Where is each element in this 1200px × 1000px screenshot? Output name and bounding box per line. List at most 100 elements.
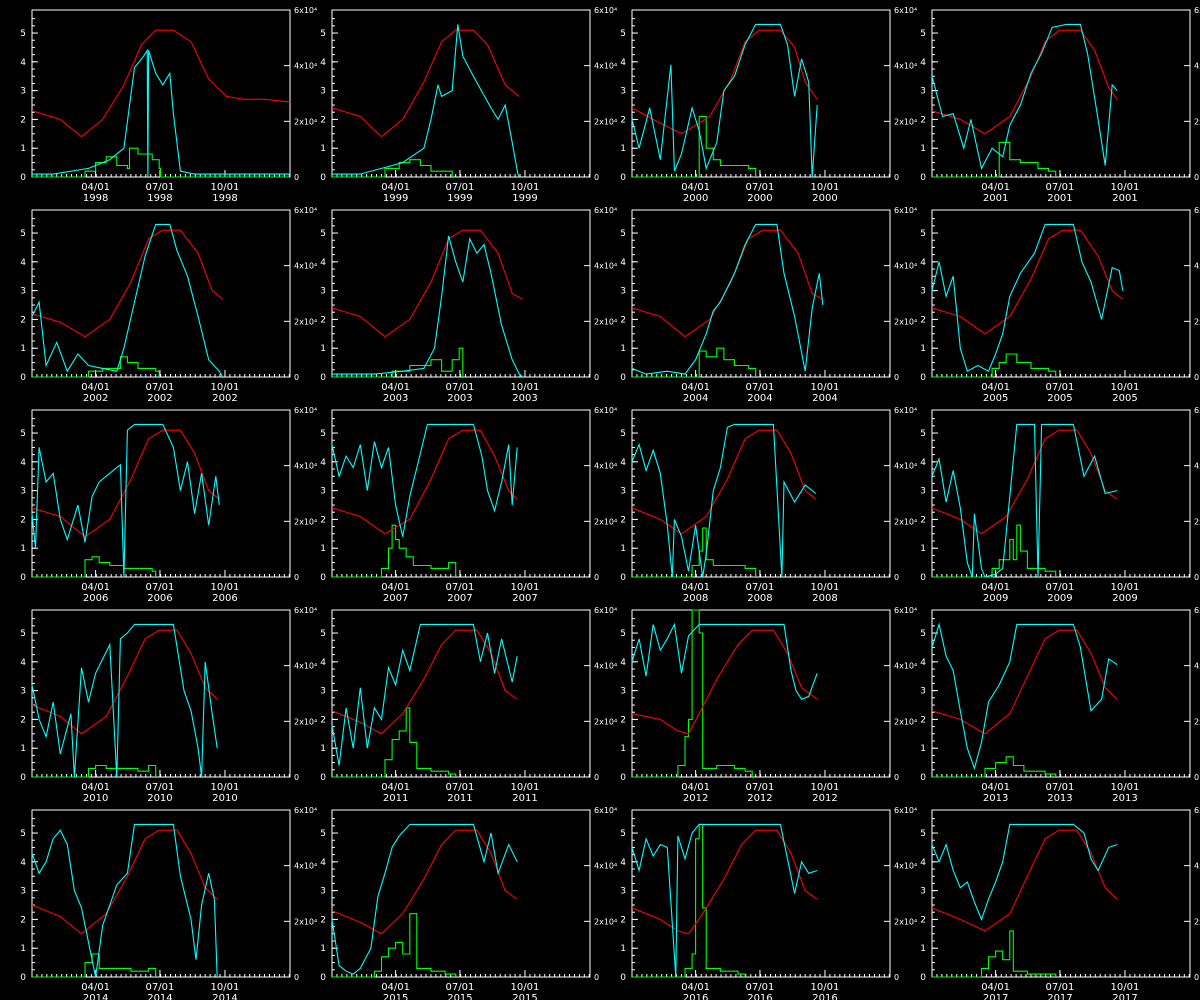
panel-2015: 0 1 2 3 4 5 0 2x10⁴ 4x10⁴ 6x10⁴ 04/01 2015 07/01 2015…	[300, 800, 617, 1000]
x-tick-label-year: 2001	[1047, 193, 1072, 204]
x-tick-label-date: 10/01	[211, 382, 240, 393]
x-tick-label-date: 10/01	[511, 382, 540, 393]
y2-tick-label: 6x10⁴	[594, 606, 617, 615]
panel-svg-2015: 01234502x10⁴4x10⁴6x10⁴04/01201507/012015…	[320, 806, 617, 1000]
red-series-line	[631, 29, 818, 135]
y-tick-label: 4	[620, 458, 626, 468]
x-tick-label-year: 2004	[683, 393, 708, 404]
x-tick-label-date: 10/01	[211, 582, 240, 593]
panel-svg-2016: 01234502x10⁴4x10⁴6x10⁴04/01201607/012016…	[620, 806, 917, 1000]
plot-frame	[931, 409, 1191, 578]
cyan-series-line	[332, 235, 524, 378]
x-tick-label-date: 04/01	[81, 582, 110, 593]
panel-2003: 0 1 2 3 4 5 0 2x10⁴ 4x10⁴ 6x10⁴ 04/01 2003 07/01 2003…	[300, 200, 617, 404]
x-tick-label-date: 10/01	[811, 982, 840, 993]
plot-frame	[31, 409, 291, 578]
green-series-line	[32, 556, 157, 578]
plot-frame	[31, 809, 291, 978]
x-tick-label-date: 10/01	[811, 582, 840, 593]
y2-tick-label: 0	[594, 973, 599, 982]
panel-svg-2003: 01234502x10⁴4x10⁴6x10⁴04/01200307/012003…	[320, 206, 617, 404]
y-tick-label: 5	[920, 229, 926, 239]
plot-frame	[931, 209, 1191, 378]
y2-tick-label: 4x10⁴	[294, 262, 317, 271]
y-tick-label: 4	[320, 658, 326, 668]
y-tick-label: 3	[20, 87, 26, 97]
y-tick-label: 5	[620, 829, 626, 839]
plot-frame	[631, 409, 891, 578]
y2-tick-label: 2x10⁴	[594, 517, 617, 526]
y-tick-label: 5	[320, 229, 326, 239]
x-tick-label-date: 10/01	[211, 782, 240, 793]
cyan-series-line	[31, 223, 224, 378]
y-tick-label: 3	[320, 287, 326, 297]
x-tick-label-date: 07/01	[746, 582, 775, 593]
green-series-line	[932, 141, 1057, 178]
x-tick-label-year: 2009	[983, 593, 1008, 604]
plot-frame	[31, 9, 291, 178]
red-series-line	[331, 229, 524, 338]
y-tick-label: 0	[620, 973, 626, 983]
y-tick-label: 0	[620, 573, 626, 583]
x-tick-label-year: 2013	[1047, 793, 1072, 804]
y-tick-label: 0	[920, 573, 926, 583]
cyan-series-line	[931, 622, 1118, 771]
y2-tick-label: 2x10⁴	[294, 517, 317, 526]
x-tick-label-date: 07/01	[446, 182, 475, 193]
panel-2005: 01234502x10⁴4x10⁴6x10⁴04/01200507/012005…	[900, 200, 1200, 404]
y2-tick-label: 0	[1194, 973, 1199, 982]
green-series-line	[32, 356, 160, 378]
red-series-line	[31, 429, 220, 538]
x-tick-label-year: 2001	[983, 193, 1008, 204]
y2-tick-label: 2x10⁴	[1194, 717, 1200, 726]
y-tick-label: 1	[20, 744, 26, 754]
y2-tick-label: 6x10⁴	[894, 806, 917, 815]
cyan-series-line	[931, 223, 1124, 373]
x-tick-label-year: 2008	[747, 593, 772, 604]
y-tick-label: 4	[20, 458, 26, 468]
x-tick-label-year: 1998	[83, 193, 108, 204]
y-tick-label: 3	[620, 487, 626, 497]
green-series-line	[632, 347, 757, 378]
x-tick-label-year: 2016	[812, 993, 837, 1000]
x-tick-label-year: 2007	[383, 593, 408, 604]
x-tick-label-date: 07/01	[446, 382, 475, 393]
x-tick-label-year: 1998	[212, 193, 237, 204]
x-tick-label-year: 2008	[812, 593, 837, 604]
x-tick-label-year: 2017	[983, 993, 1008, 1000]
cyan-series-line	[31, 423, 220, 578]
y-tick-label: 5	[920, 429, 926, 439]
y-tick-label: 4	[320, 858, 326, 868]
y2-tick-label: 4x10⁴	[1194, 662, 1200, 671]
green-series-line	[332, 913, 457, 978]
y-tick-label: 0	[320, 773, 326, 783]
y-tick-label: 5	[620, 229, 626, 239]
y-tick-label: 4	[20, 658, 26, 668]
y-tick-label: 4	[920, 458, 926, 468]
x-tick-label-year: 2011	[383, 793, 408, 804]
plot-frame	[931, 809, 1191, 978]
y-tick-label: 3	[320, 887, 326, 897]
x-tick-label-date: 07/01	[1046, 782, 1075, 793]
y-tick-label: 0	[320, 573, 326, 583]
y2-tick-label: 4x10⁴	[1194, 62, 1200, 71]
y2-tick-label: 2x10⁴	[1194, 917, 1200, 926]
x-tick-label-date: 04/01	[381, 382, 410, 393]
x-tick-label-date: 07/01	[446, 982, 475, 993]
x-tick-label-year: 2006	[147, 593, 172, 604]
y2-tick-label: 6x10⁴	[294, 206, 317, 215]
y-tick-label: 3	[620, 887, 626, 897]
panel-2001: 01234502x10⁴4x10⁴6x10⁴04/01200107/012001…	[900, 0, 1200, 204]
y2-tick-label: 2x10⁴	[1194, 117, 1200, 126]
y2-tick-label: 4x10⁴	[294, 862, 317, 871]
y2-tick-label: 2x10⁴	[1194, 317, 1200, 326]
y-tick-label: 0	[20, 373, 26, 383]
y2-tick-label: 2x10⁴	[594, 717, 617, 726]
y2-tick-label: 0	[1194, 573, 1199, 582]
y2-tick-label: 2x10⁴	[1194, 517, 1200, 526]
panel-svg-2007: 01234502x10⁴4x10⁴6x10⁴04/01200707/012007…	[320, 406, 617, 604]
red-series-line	[631, 829, 818, 935]
y-tick-label: 4	[920, 658, 926, 668]
cyan-series-line	[631, 223, 824, 375]
x-tick-label-date: 10/01	[511, 782, 540, 793]
